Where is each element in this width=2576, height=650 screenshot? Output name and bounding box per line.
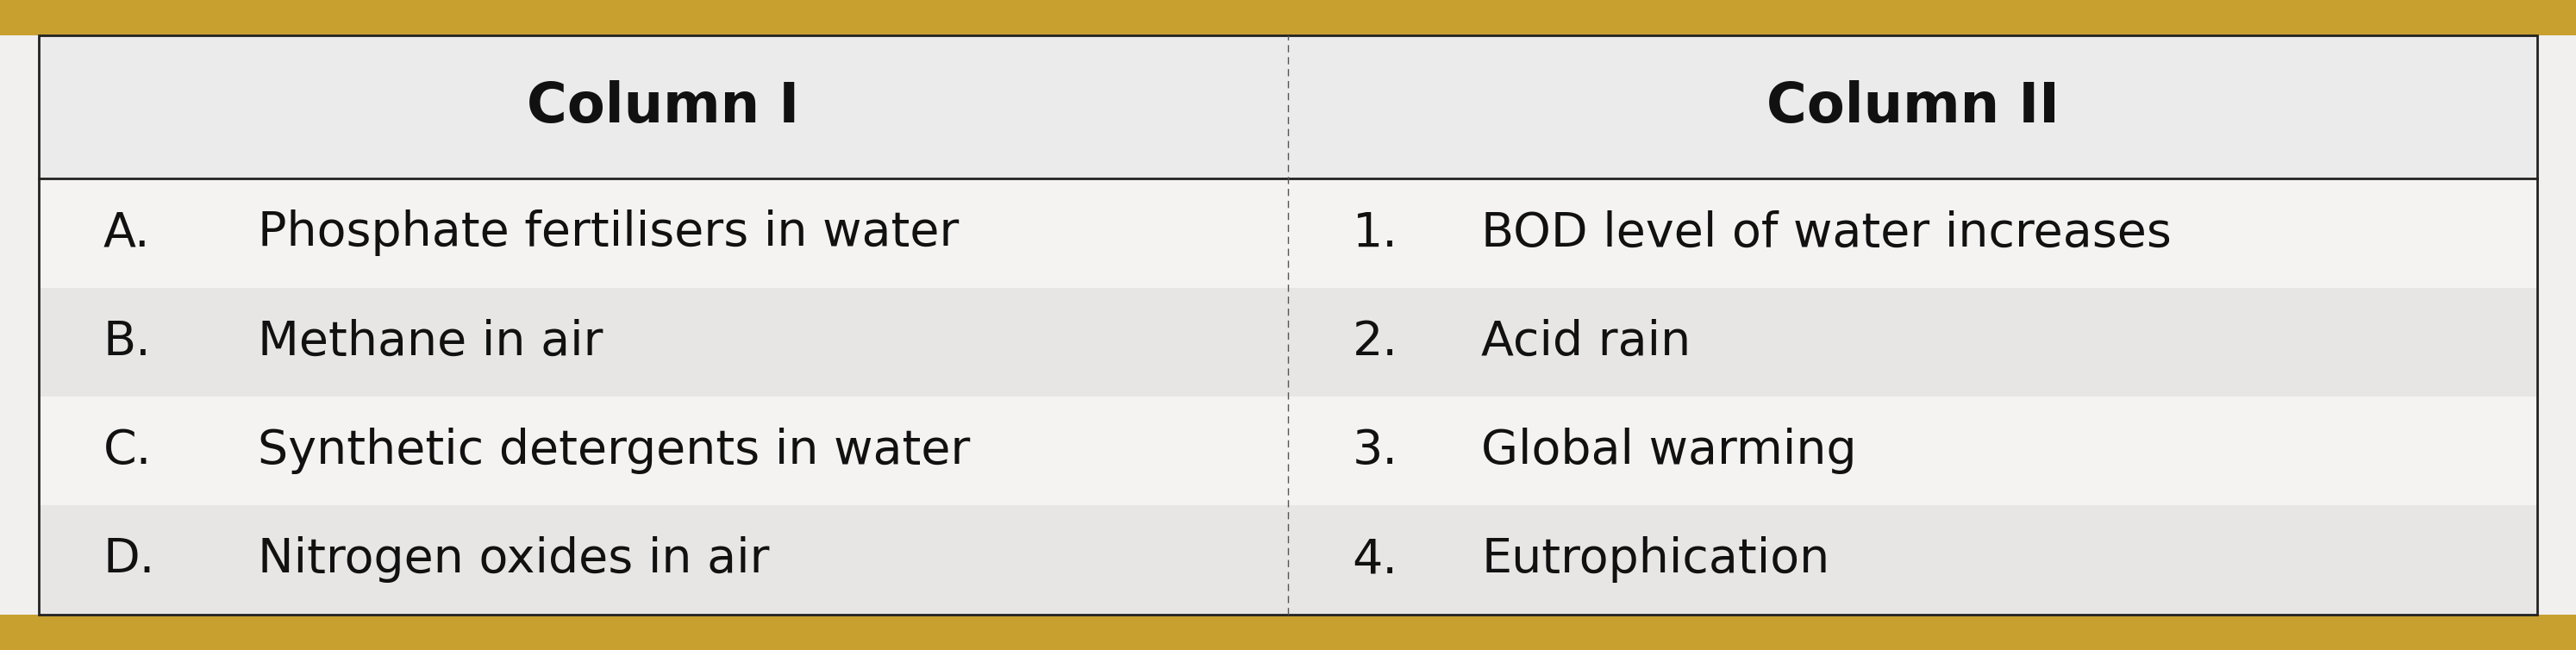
Text: A.: A. (103, 210, 149, 257)
Text: 1.: 1. (1352, 210, 1399, 257)
Text: Eutrophication: Eutrophication (1481, 536, 1829, 583)
Bar (39, 396, 2537, 506)
Bar (39, 506, 2537, 614)
Bar (39, 287, 2537, 396)
Text: Methane in air: Methane in air (258, 318, 603, 365)
Text: Column II: Column II (1767, 81, 2058, 134)
Text: Acid rain: Acid rain (1481, 318, 1690, 365)
Text: Column I: Column I (528, 81, 799, 134)
Bar (39, 179, 2537, 287)
Text: Synthetic detergents in water: Synthetic detergents in water (258, 428, 971, 474)
Text: B.: B. (103, 318, 152, 365)
Text: 3.: 3. (1352, 428, 1399, 474)
Bar (0, 614, 2576, 650)
Text: D.: D. (103, 536, 155, 583)
Text: 2.: 2. (1352, 318, 1399, 365)
Text: Phosphate fertilisers in water: Phosphate fertilisers in water (258, 210, 958, 257)
Bar (39, 36, 2537, 179)
Bar (39, 36, 2537, 614)
Text: BOD level of water increases: BOD level of water increases (1481, 210, 2172, 257)
Text: 4.: 4. (1352, 536, 1399, 583)
Text: Global warming: Global warming (1481, 428, 1857, 474)
Bar (0, 0, 2576, 36)
Text: C.: C. (103, 428, 152, 474)
Text: Nitrogen oxides in air: Nitrogen oxides in air (258, 536, 770, 583)
